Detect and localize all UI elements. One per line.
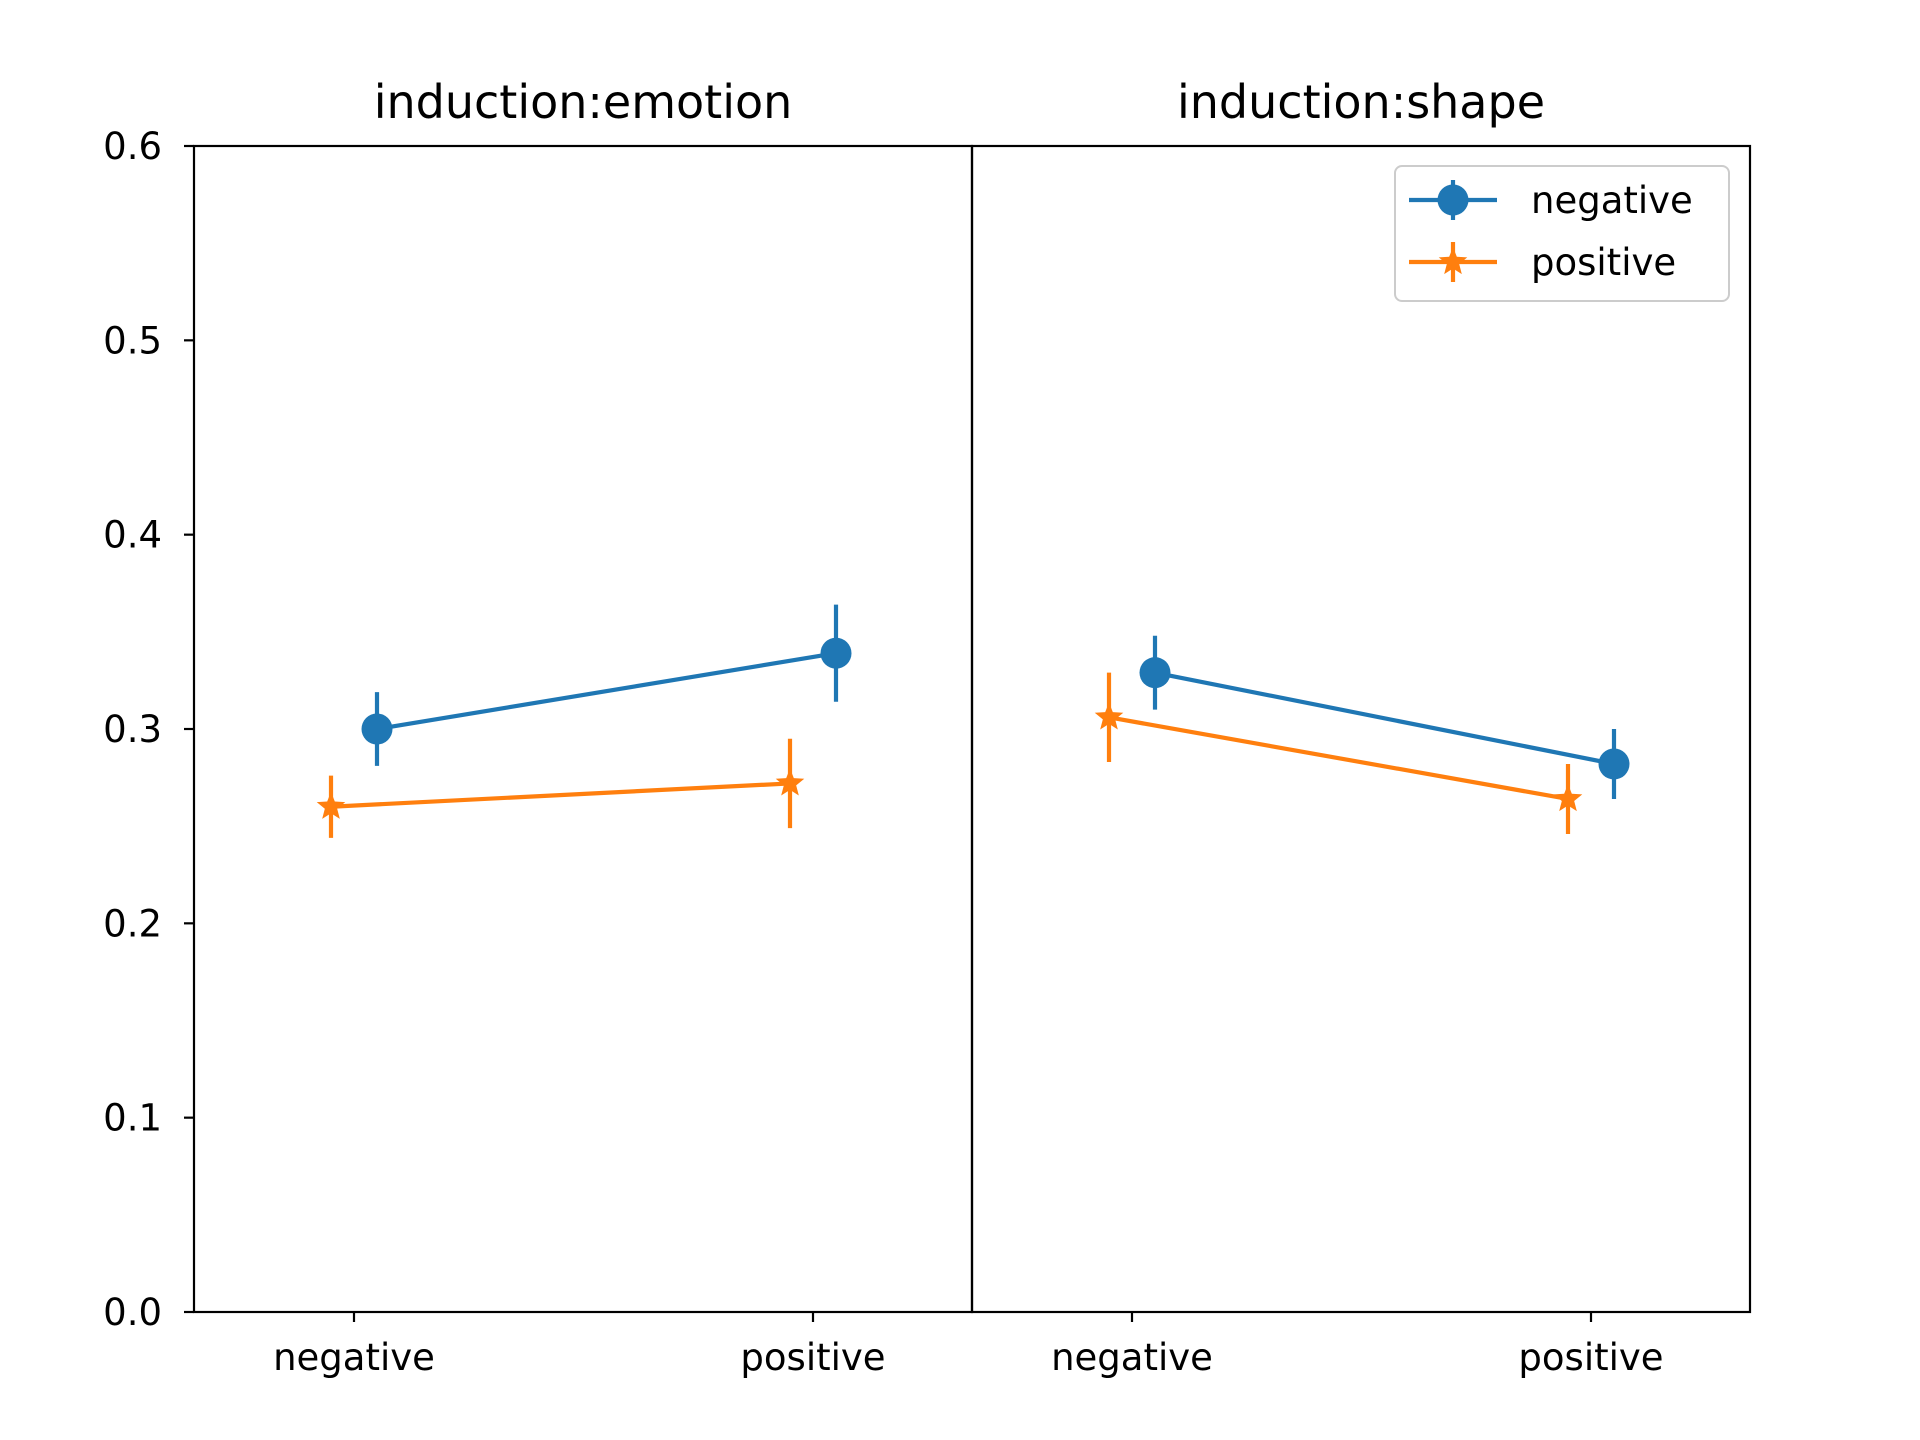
panel-title-emotion: induction:emotion (374, 75, 793, 129)
legend-marker-negative (1437, 184, 1469, 216)
series-positive (316, 738, 805, 838)
legend-symbol-negative (1409, 180, 1497, 220)
x-tick-label: negative (1051, 1336, 1213, 1379)
y-tick-label: 0.1 (103, 1097, 162, 1140)
y-tick-label: 0.4 (103, 514, 162, 557)
panel-title-shape: induction:shape (1177, 75, 1545, 129)
y-tick-label: 0.2 (103, 902, 162, 945)
data-point-positive (1094, 702, 1124, 730)
axes-frames (184, 144, 1752, 1322)
x-tick-label: positive (740, 1336, 885, 1379)
x-tick-label: negative (273, 1336, 435, 1379)
y-tick-label: 0.5 (103, 319, 162, 362)
data-point-positive (316, 791, 346, 819)
axes-frame-1 (970, 144, 1752, 1314)
series-line-negative (1154, 670, 1615, 767)
y-tick-label: 0.3 (103, 708, 162, 751)
y-tick-label: 0.0 (103, 1291, 162, 1334)
series-negative (1139, 635, 1630, 799)
legend-marker-positive (1438, 247, 1468, 275)
y-tick-label: 0.6 (103, 125, 162, 168)
legend-label-negative: negative (1531, 179, 1693, 222)
data-point-negative (820, 637, 852, 669)
x-tick-label: positive (1518, 1336, 1663, 1379)
series-line-positive (1108, 715, 1569, 802)
plot-area (316, 604, 1630, 838)
legend-symbol-positive (1409, 242, 1497, 282)
data-point-negative (1139, 657, 1171, 689)
series-line-positive (330, 781, 791, 809)
legend: negative positive (1394, 165, 1730, 302)
data-point-negative (1598, 748, 1630, 780)
series-line-negative (376, 651, 837, 732)
series-positive (1094, 672, 1583, 834)
x-axis: negative positive negative positive (273, 1336, 1663, 1379)
legend-label-positive: positive (1531, 241, 1676, 284)
y-axis: 0.0 0.1 0.2 0.3 0.4 0.5 0.6 (103, 125, 162, 1334)
series-negative (361, 604, 852, 766)
data-point-positive (1553, 783, 1583, 812)
data-point-negative (361, 713, 393, 745)
data-point-positive (775, 768, 805, 796)
